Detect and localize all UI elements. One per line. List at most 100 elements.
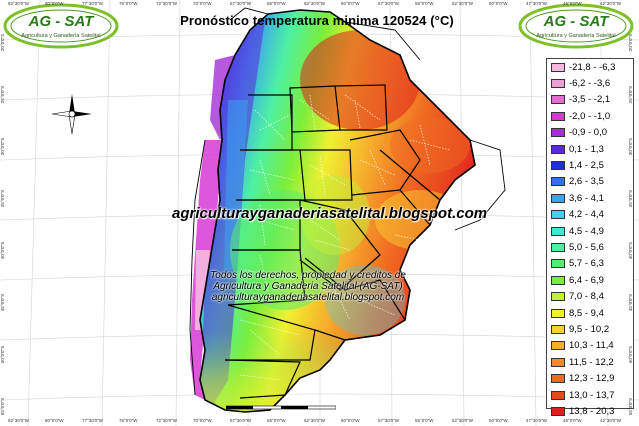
legend-item: 11,5 - 12,2 <box>547 354 633 370</box>
legend-item: 13,8 - 20,3 <box>547 403 633 419</box>
legend-swatch <box>551 292 565 302</box>
longitude-tick-label: 42°30'0"W <box>600 1 622 6</box>
latitude-tick-label: 25°0'0"S <box>628 85 634 104</box>
legend-item: -2,0 - -1,0 <box>547 108 633 124</box>
temperature-legend: -21,8 - -6,3 -6,2 - -3,6 -3,5 - -2,1 -2,0 -… <box>546 58 634 417</box>
legend-swatch <box>551 226 565 236</box>
legend-item: 7,0 - 8,4 <box>547 288 633 304</box>
legend-item: 0,1 - 1,3 <box>547 141 633 157</box>
legend-item: 8,5 - 9,4 <box>547 305 633 321</box>
longitude-tick-label: 77°30'0"W <box>82 418 104 423</box>
longitude-tick-label: 60°0'0"W <box>341 1 360 6</box>
latitude-tick-label: 50°0'0"S <box>0 345 6 364</box>
legend-item: 4,2 - 4,4 <box>547 207 633 223</box>
longitude-tick-label: 57°30'0"W <box>378 418 400 423</box>
legend-swatch <box>551 161 565 171</box>
legend-item: -3,5 - -2,1 <box>547 92 633 108</box>
longitude-tick-label: 75°0'0"W <box>119 418 138 423</box>
longitude-tick-label: 82°30'0"W <box>8 1 30 6</box>
longitude-tick-label: 65°0'0"W <box>267 1 286 6</box>
longitude-tick-label: 72°30'0"W <box>156 1 178 6</box>
logo-left-subtitle: Agricultura y Ganadería Satelital <box>21 33 100 39</box>
latitude-tick-label: 25°0'0"S <box>0 85 6 104</box>
legend-item: -6,2 - -3,6 <box>547 75 633 91</box>
latitude-tick-label: 35°0'0"S <box>628 189 634 208</box>
legend-swatch <box>551 210 565 220</box>
legend-item: 1,4 - 2,5 <box>547 157 633 173</box>
province-boundaries <box>224 84 441 399</box>
longitude-tick-label: 55°0'0"W <box>415 1 434 6</box>
legend-label: 1,4 - 2,5 <box>569 160 604 172</box>
latitude-tick-label: 40°0'0"S <box>0 241 6 260</box>
legend-swatch <box>551 193 565 203</box>
legend-item: 13,0 - 13,7 <box>547 387 633 403</box>
latitude-tick-label: 30°0'0"S <box>0 137 6 156</box>
longitude-tick-label: 50°0'0"W <box>489 1 508 6</box>
legend-label: 3,6 - 4,1 <box>569 192 604 204</box>
legend-label: 5,7 - 6,3 <box>569 258 604 270</box>
latitude-tick-label: 30°0'0"S <box>628 137 634 156</box>
legend-item: 4,5 - 4,9 <box>547 223 633 239</box>
legend-label: 12,3 - 12,9 <box>569 373 615 385</box>
legend-item: 9,5 - 10,2 <box>547 321 633 337</box>
longitude-tick-label: 47°30'0"W <box>526 1 548 6</box>
legend-item: -0,9 - 0,0 <box>547 125 633 141</box>
longitude-tick-label: 50°0'0"W <box>489 418 508 423</box>
logo-right-brand: AG - SAT <box>543 13 611 30</box>
legend-item: -21,8 - -6,3 <box>547 59 633 75</box>
department-boundaries <box>239 94 451 381</box>
longitude-tick-label: 45°0'0"W <box>563 418 582 423</box>
longitude-tick-label: 62°30'0"W <box>304 418 326 423</box>
watermark-url: agriculturayganaderiasatelital.blogspot.… <box>172 205 488 222</box>
longitude-tick-label: 70°0'0"W <box>193 418 212 423</box>
longitude-tick-label: 52°30'0"W <box>452 1 474 6</box>
longitude-tick-label: 72°30'0"W <box>156 418 178 423</box>
logo-left-brand: AG - SAT <box>28 13 96 30</box>
legend-swatch <box>551 242 565 252</box>
legend-label: -3,5 - -2,1 <box>569 94 611 106</box>
legend-label: -2,0 - -1,0 <box>569 110 611 122</box>
logo-right-subtitle: Agricultura y Ganadería Satelital <box>536 33 615 39</box>
legend-item: 3,6 - 4,1 <box>547 190 633 206</box>
legend-item: 6,4 - 6,9 <box>547 272 633 288</box>
legend-swatch <box>551 111 565 121</box>
legend-item: 2,6 - 3,5 <box>547 174 633 190</box>
latitude-tick-label: 55°0'0"S <box>628 397 634 416</box>
legend-label: 6,4 - 6,9 <box>569 274 604 286</box>
legend-item: 5,0 - 5,6 <box>547 239 633 255</box>
ag-sat-logo-graphic: AG - SAT Agricultura y Ganadería Satelit… <box>3 3 119 49</box>
longitude-tick-label: 80°0'0"W <box>45 1 64 6</box>
legend-label: 11,5 - 12,2 <box>569 356 614 368</box>
legend-item: 10,3 - 11,4 <box>547 338 633 354</box>
legend-swatch <box>551 357 565 367</box>
legend-label: 7,0 - 8,4 <box>569 291 604 303</box>
longitude-tick-label: 62°30'0"W <box>304 1 326 6</box>
longitude-tick-label: 55°0'0"W <box>415 418 434 423</box>
credits-line: agriculturayganaderiasatelital.blogspot.… <box>211 292 405 303</box>
legend-swatch <box>551 308 565 318</box>
legend-label: 10,3 - 11,4 <box>569 340 614 352</box>
legend-item: 5,7 - 6,3 <box>547 256 633 272</box>
credits-line: Todos los derechos, propiedad y creditos… <box>210 270 406 281</box>
neighbor-boundaries <box>189 7 506 396</box>
longitude-tick-label: 42°30'0"W <box>600 418 622 423</box>
map-title: Pronóstico temperatura minima 120524 (°C… <box>180 13 454 28</box>
credits-line: Agricultura y Ganaderia Satelital (AG-SA… <box>213 281 403 292</box>
longitude-tick-label: 45°0'0"W <box>563 1 582 6</box>
legend-swatch <box>551 79 565 89</box>
legend-swatch <box>551 177 565 187</box>
latitude-tick-label: 20°0'0"S <box>0 33 6 52</box>
legend-label: 13,8 - 20,3 <box>569 405 615 417</box>
legend-label: 0,1 - 1,3 <box>569 143 604 155</box>
longitude-tick-label: 80°0'0"W <box>45 418 64 423</box>
latitude-tick-label: 45°0'0"S <box>628 293 634 312</box>
legend-swatch <box>551 275 565 285</box>
latitude-tick-label: 50°0'0"S <box>628 345 634 364</box>
legend-label: 9,5 - 10,2 <box>569 323 610 335</box>
ag-sat-logo-graphic: AG - SAT Agricultura y Ganadería Satelit… <box>518 3 634 49</box>
legend-item: 12,3 - 12,9 <box>547 370 633 386</box>
argentina-outline <box>199 9 476 413</box>
ag-sat-logo-right: AG - SAT Agricultura y Ganadería Satelit… <box>517 2 635 50</box>
